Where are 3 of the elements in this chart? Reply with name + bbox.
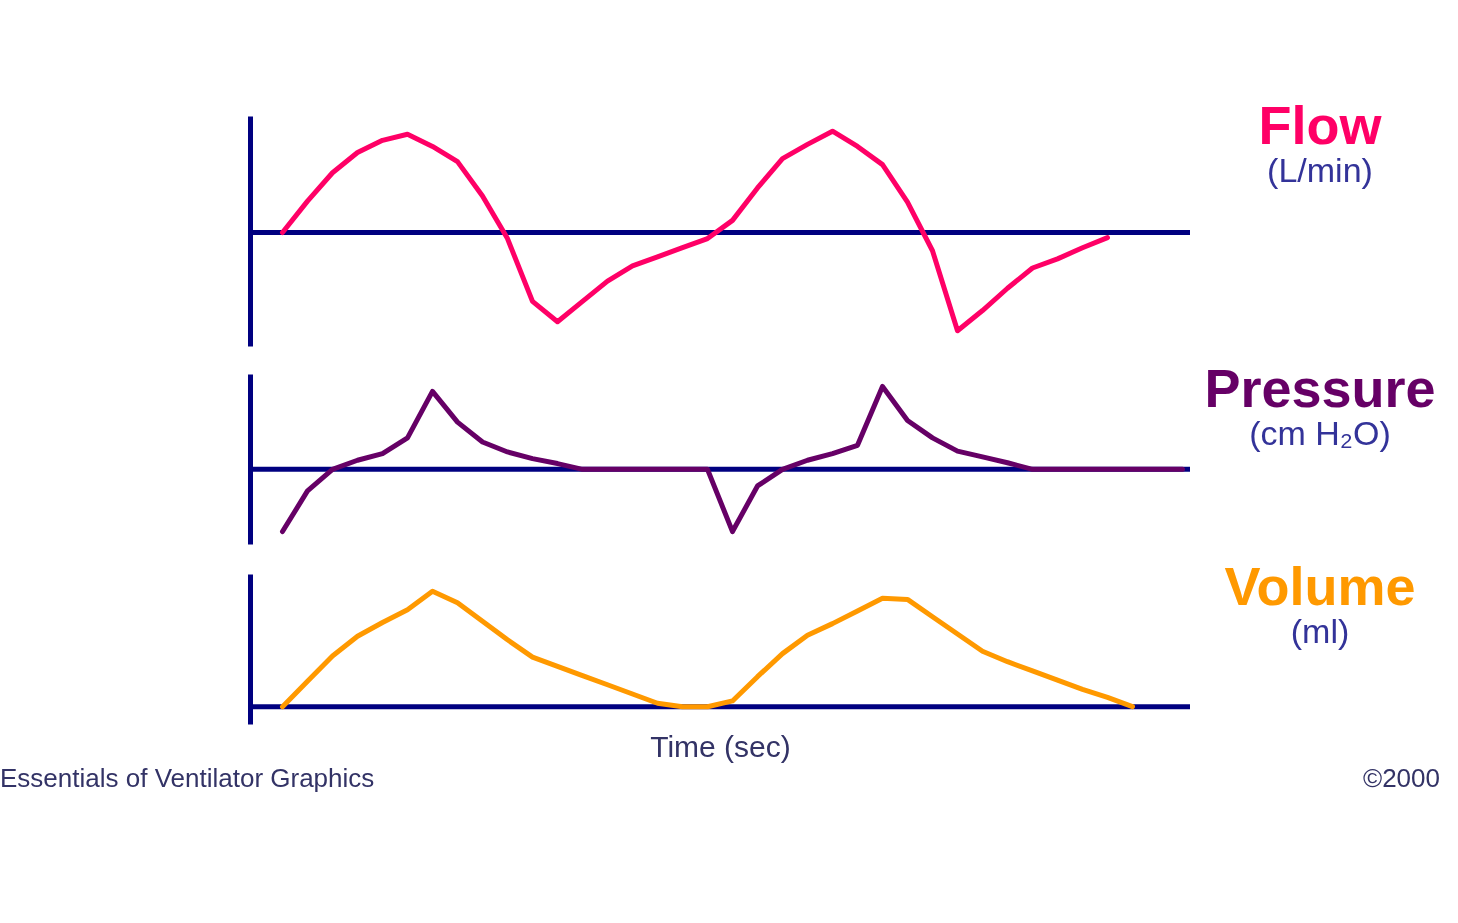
text: ©2000 (1363, 763, 1440, 793)
text: Essentials of Ventilator Graphics (0, 763, 375, 793)
x-axis-title: Time (sec) (650, 729, 791, 763)
